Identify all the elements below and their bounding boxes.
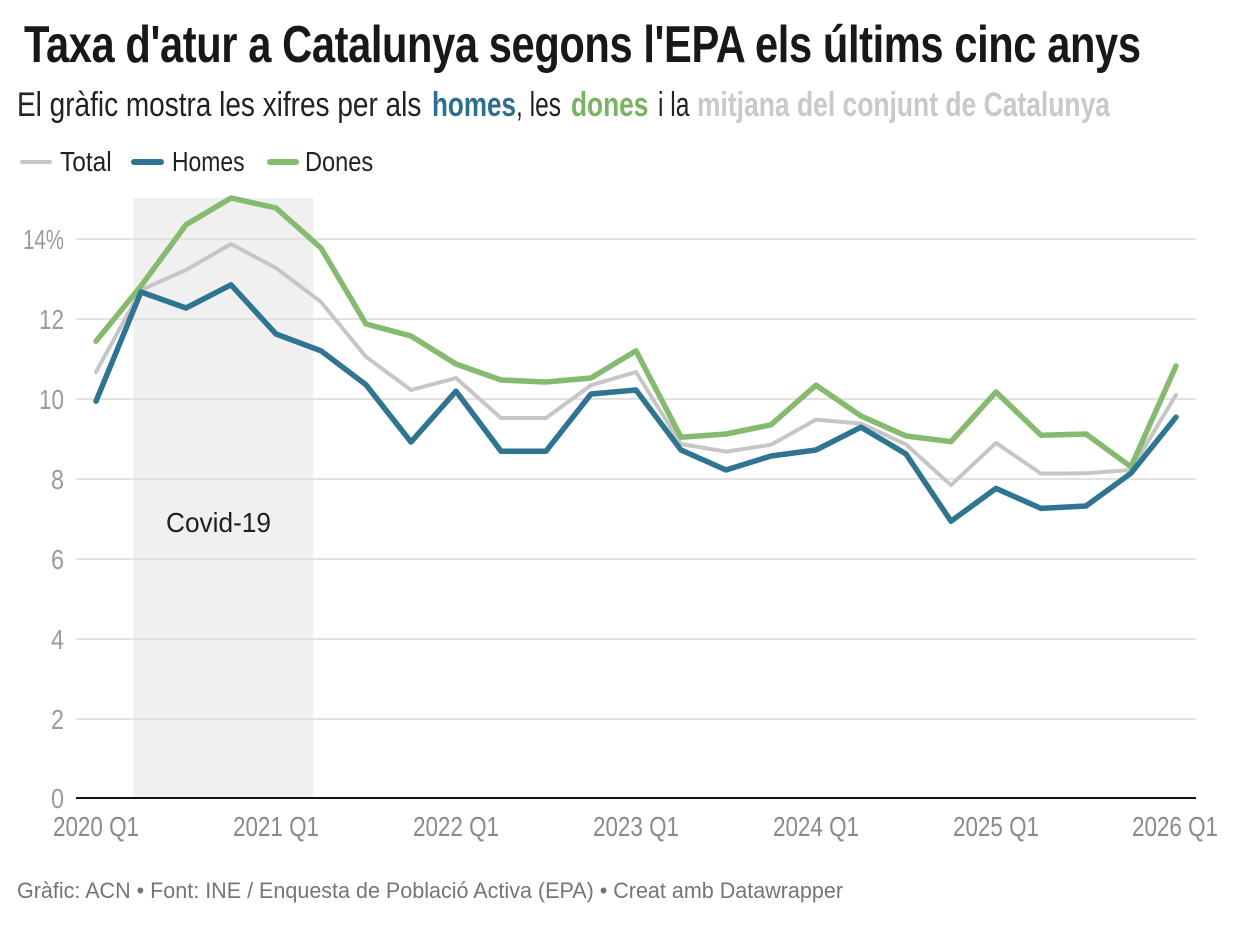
svg-text:0: 0 — [51, 783, 64, 814]
svg-text:2022 Q1: 2022 Q1 — [413, 811, 499, 842]
svg-text:2026 Q1: 2026 Q1 — [1132, 811, 1218, 842]
svg-text:Gràfic: ACN • Font: INE / Enqu: Gràfic: ACN • Font: INE / Enquesta de Po… — [17, 878, 843, 903]
svg-text:2023 Q1: 2023 Q1 — [593, 811, 679, 842]
svg-text:2025 Q1: 2025 Q1 — [953, 811, 1039, 842]
svg-text:2: 2 — [51, 704, 64, 735]
svg-text:14%: 14% — [23, 224, 64, 255]
svg-text:2021 Q1: 2021 Q1 — [233, 811, 319, 842]
svg-text:4: 4 — [51, 624, 64, 655]
svg-text:2024 Q1: 2024 Q1 — [773, 811, 859, 842]
svg-text:Covid-19: Covid-19 — [166, 507, 271, 538]
svg-text:8: 8 — [51, 464, 64, 495]
svg-text:10: 10 — [39, 384, 64, 415]
svg-text:6: 6 — [51, 544, 64, 575]
svg-text:12: 12 — [39, 304, 64, 335]
svg-text:2020 Q1: 2020 Q1 — [53, 811, 139, 842]
